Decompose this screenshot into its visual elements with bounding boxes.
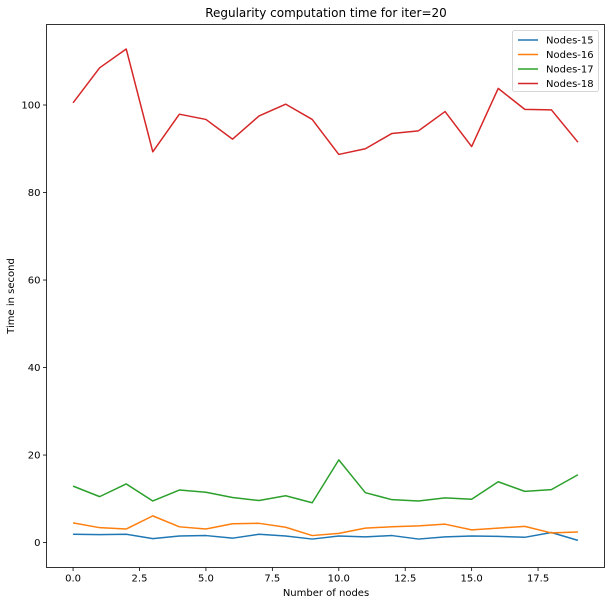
x-tick-label: 15.0 [461,574,483,585]
series-line-nodes-17 [72,459,579,504]
x-tick-label: 0.0 [65,574,81,585]
series-line-nodes-15 [73,531,579,542]
y-tick-label: 100 [21,101,40,112]
x-tick-label: 7.5 [264,574,280,585]
y-tick-label: 40 [28,363,41,374]
plot-area-frame [46,24,605,568]
x-tick-label: 17.5 [527,574,549,585]
legend-label: Nodes-15 [546,36,594,47]
x-tick-label: 10.0 [328,574,350,585]
series-lines [72,48,579,542]
x-tick-label: 12.5 [394,574,416,585]
y-tick-label: 0 [34,538,40,549]
y-tick-label: 60 [28,276,41,287]
legend-label: Nodes-16 [546,50,594,61]
y-axis-label: Time in second [6,258,17,335]
chart-title: Regularity computation time for iter=20 [205,6,447,20]
x-axis: 0.0 2.5 5.0 7.5 10.0 12.5 15.0 17.5 [65,567,549,585]
x-tick-label: 2.5 [132,574,148,585]
legend-box [512,30,599,92]
y-axis: 0 20 40 60 80 100 [21,101,47,549]
legend: Nodes-15 Nodes-16 Nodes-17 Nodes-18 [512,30,599,92]
series-line-nodes-16 [72,515,578,537]
legend-label: Nodes-18 [546,79,594,90]
x-tick-label: 5.0 [198,574,214,585]
series-line-nodes-18 [72,48,579,156]
legend-label: Nodes-17 [546,65,594,76]
y-tick-label: 80 [28,188,41,199]
y-tick-label: 20 [28,451,41,462]
x-axis-label: Number of nodes [283,588,369,599]
